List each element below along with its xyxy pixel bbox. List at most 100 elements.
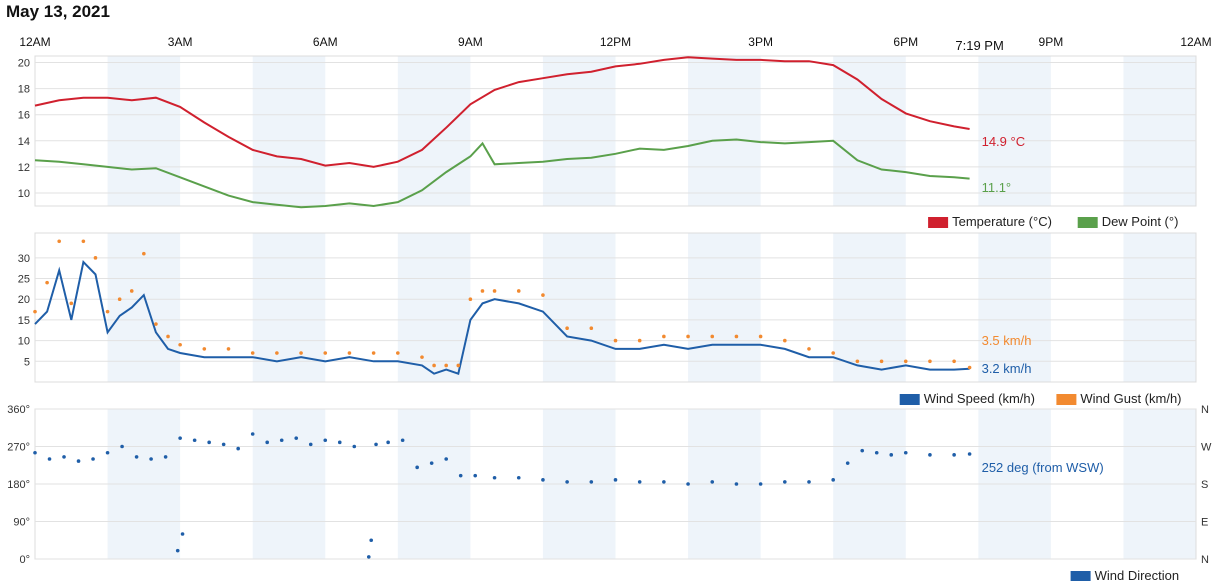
y-tick-label: 5 xyxy=(24,356,30,368)
series-point xyxy=(952,359,956,364)
series-point xyxy=(874,450,879,455)
x-tick-label: 12AM xyxy=(19,35,50,49)
series-point xyxy=(686,482,690,486)
series-point xyxy=(374,442,378,447)
x-tick-label: 9AM xyxy=(458,35,483,49)
series-point xyxy=(686,334,690,339)
series-point xyxy=(541,293,545,297)
series-point xyxy=(783,480,787,484)
series-point xyxy=(69,301,74,306)
compass-label: N xyxy=(1201,554,1209,566)
series-point xyxy=(855,359,860,364)
plot-frame xyxy=(34,55,1197,207)
legend-label: Wind Speed (km/h) xyxy=(924,391,1035,406)
series-point xyxy=(637,338,642,343)
series-point xyxy=(967,365,972,370)
series-point xyxy=(352,444,357,449)
series-point xyxy=(589,480,594,484)
legend-swatch xyxy=(1077,217,1098,228)
series-end-label: 11.1° xyxy=(982,180,1012,195)
x-tick-label: 3AM xyxy=(168,35,193,49)
series-point xyxy=(134,455,139,459)
shade-band xyxy=(1123,233,1196,382)
series-point xyxy=(429,461,434,465)
series-point xyxy=(366,555,371,559)
x-tick-label: 12PM xyxy=(600,35,631,49)
wind-direction-panel: 0° N 90° E 180° S 270° W 360° N 252 deg (from WSW)… xyxy=(7,404,1212,581)
legend-swatch xyxy=(899,394,920,405)
series-point xyxy=(589,326,594,330)
series-point xyxy=(93,256,98,260)
series-point xyxy=(444,457,448,461)
series-point xyxy=(180,532,185,536)
series-point xyxy=(47,457,52,461)
series-point xyxy=(202,347,207,351)
shade-band xyxy=(978,233,1051,382)
series-point xyxy=(337,440,342,445)
compass-label: E xyxy=(1201,517,1208,529)
series-point xyxy=(903,359,908,364)
series-point xyxy=(294,436,299,440)
series-point xyxy=(458,473,463,478)
series-point xyxy=(516,475,521,480)
series-point xyxy=(33,450,37,455)
series-point xyxy=(117,297,122,302)
series-point xyxy=(432,363,436,368)
series-point xyxy=(613,478,618,482)
shade-band xyxy=(107,56,181,206)
series-point xyxy=(236,446,240,451)
legend-label: Wind Direction xyxy=(1095,568,1180,581)
series-point xyxy=(831,351,835,355)
current-time-label: 7:19 PM xyxy=(955,38,1003,53)
series-line xyxy=(34,56,970,168)
series-point xyxy=(308,442,313,447)
series-point xyxy=(860,448,865,453)
series-point xyxy=(480,289,485,293)
series-point xyxy=(178,342,182,347)
shade-band xyxy=(688,56,761,206)
shade-band xyxy=(688,233,761,382)
series-point xyxy=(758,334,763,339)
compass-label: N xyxy=(1201,404,1209,416)
series-point xyxy=(129,289,134,293)
series-point xyxy=(57,239,61,244)
series-point xyxy=(347,351,352,355)
shade-band xyxy=(397,233,471,382)
y-tick-label: 30 xyxy=(18,253,30,265)
series-point xyxy=(889,453,894,457)
series-point xyxy=(221,442,226,447)
series-point xyxy=(845,461,850,465)
series-point xyxy=(420,355,424,359)
y-tick-label: 18 xyxy=(18,84,30,96)
series-point xyxy=(952,453,956,457)
series-point xyxy=(967,452,972,456)
series-point xyxy=(807,347,811,351)
series-point xyxy=(541,478,545,482)
series-point xyxy=(33,309,37,314)
x-axis-time-ticks: 12AM 3AM 6AM 9AM 12PM 3PM 6PM 9PM 12AM 7:19 PM xyxy=(19,35,1211,53)
y-tick-label: 10 xyxy=(18,188,30,200)
legend-label: Dew Point (°) xyxy=(1102,214,1179,229)
series-point xyxy=(516,289,521,293)
y-tick-label: 180° xyxy=(7,479,30,491)
series-point xyxy=(903,450,908,455)
series-point xyxy=(637,480,642,484)
series-point xyxy=(400,438,405,443)
series-point xyxy=(386,440,390,445)
series-point xyxy=(81,239,86,244)
legend-swatch xyxy=(1070,571,1091,581)
series-point xyxy=(91,457,95,461)
series-point xyxy=(369,538,374,543)
page-title: May 13, 2021 xyxy=(6,2,110,21)
x-tick-label: 9PM xyxy=(1039,35,1064,49)
series-point xyxy=(879,359,884,364)
series-point xyxy=(149,457,153,461)
temperature-panel: 10 12 14 16 18 20 14.9 °C 11.1° Dew Point (°) Tem… xyxy=(18,55,1197,229)
series-point xyxy=(207,440,211,445)
series-point xyxy=(62,455,66,459)
series-point xyxy=(758,482,763,486)
series-point xyxy=(613,338,618,343)
legend-label: Temperature (°C) xyxy=(952,214,1052,229)
series-point xyxy=(45,280,49,285)
